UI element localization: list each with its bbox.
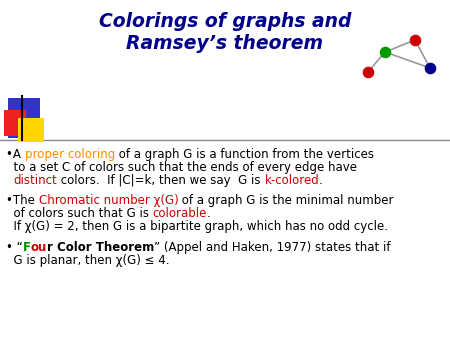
Text: colors.  If |C|=k, then we say  G is: colors. If |C|=k, then we say G is bbox=[57, 174, 265, 187]
Text: •A: •A bbox=[6, 148, 25, 161]
Text: If χ(G) = 2, then G is a bipartite graph, which has no odd cycle.: If χ(G) = 2, then G is a bipartite graph… bbox=[6, 220, 388, 233]
Text: ou: ou bbox=[31, 241, 47, 254]
Text: .: . bbox=[319, 174, 323, 187]
Point bbox=[364, 69, 372, 75]
Text: of a graph G is a function from the vertices: of a graph G is a function from the vert… bbox=[115, 148, 374, 161]
Text: colorable: colorable bbox=[153, 207, 207, 220]
Bar bbox=[4, 110, 26, 136]
Text: Chromatic number χ(G): Chromatic number χ(G) bbox=[39, 194, 178, 207]
Text: of a graph G is the minimal number: of a graph G is the minimal number bbox=[178, 194, 394, 207]
Text: proper coloring: proper coloring bbox=[25, 148, 115, 161]
Text: .: . bbox=[207, 207, 211, 220]
Text: k-colored: k-colored bbox=[265, 174, 319, 187]
Text: G is planar, then χ(G) ≤ 4.: G is planar, then χ(G) ≤ 4. bbox=[6, 254, 170, 267]
Bar bbox=[8, 98, 40, 138]
Bar bbox=[18, 118, 44, 142]
Text: Colorings of graphs and
Ramsey’s theorem: Colorings of graphs and Ramsey’s theorem bbox=[99, 12, 351, 53]
Text: F: F bbox=[23, 241, 31, 254]
Text: • “: • “ bbox=[6, 241, 23, 254]
Point bbox=[411, 37, 418, 43]
Point bbox=[382, 49, 389, 55]
Text: distinct: distinct bbox=[14, 174, 57, 187]
Text: ” (Appel and Haken, 1977) states that if: ” (Appel and Haken, 1977) states that if bbox=[154, 241, 391, 254]
Text: r Color Theorem: r Color Theorem bbox=[47, 241, 154, 254]
Text: •The: •The bbox=[6, 194, 39, 207]
Point bbox=[427, 65, 434, 71]
Text: of colors such that G is: of colors such that G is bbox=[6, 207, 153, 220]
Text: to a set C of colors such that the ends of every edge have: to a set C of colors such that the ends … bbox=[6, 161, 357, 174]
